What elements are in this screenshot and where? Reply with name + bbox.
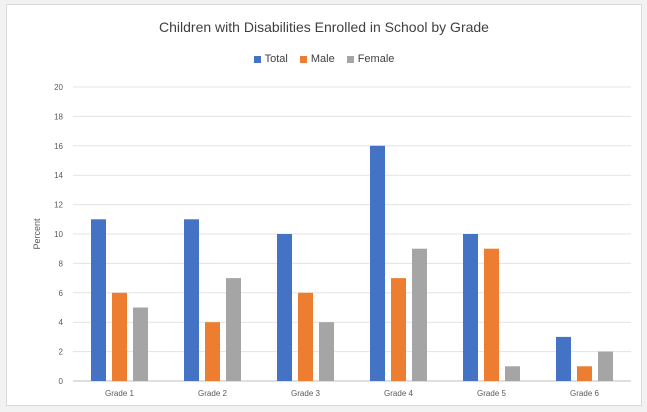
x-tick-label: Grade 5 bbox=[477, 389, 506, 398]
x-tick-label: Grade 4 bbox=[384, 389, 413, 398]
bar-female-grade-3 bbox=[319, 322, 334, 381]
y-tick-label: 12 bbox=[54, 201, 63, 210]
bar-total-grade-2 bbox=[184, 219, 199, 381]
y-tick-label: 6 bbox=[59, 289, 64, 298]
bar-female-grade-1 bbox=[133, 307, 148, 381]
y-tick-label: 4 bbox=[59, 318, 64, 327]
bar-total-grade-1 bbox=[91, 219, 106, 381]
y-tick-label: 0 bbox=[59, 377, 64, 386]
x-tick-label: Grade 3 bbox=[291, 389, 320, 398]
y-tick-label: 16 bbox=[54, 142, 63, 151]
x-tick-label: Grade 6 bbox=[570, 389, 599, 398]
legend-item-male: Male bbox=[299, 53, 335, 65]
x-tick-label: Grade 2 bbox=[198, 389, 227, 398]
y-tick-label: 14 bbox=[54, 171, 63, 180]
y-tick-label: 10 bbox=[54, 230, 63, 239]
bar-male-grade-3 bbox=[298, 292, 313, 381]
legend-item-total: Total bbox=[253, 53, 288, 65]
bar-male-grade-6 bbox=[577, 366, 592, 381]
legend-swatch-male bbox=[299, 55, 307, 63]
plot-area: 0 2 4 6 8 10 12 14 16 18 20 Percent Grade 1 Grade 2 Gr… bbox=[32, 83, 631, 398]
legend-label-female: Female bbox=[357, 53, 395, 65]
legend-swatch-female bbox=[346, 55, 354, 63]
bar-total-grade-6 bbox=[556, 336, 571, 381]
chart-title: Children with Disabilities Enrolled in S… bbox=[159, 19, 489, 35]
bar-total-grade-4 bbox=[370, 145, 385, 381]
bar-female-grade-6 bbox=[598, 351, 613, 381]
y-tick-label: 20 bbox=[54, 83, 63, 92]
bar-male-grade-2 bbox=[205, 322, 220, 381]
legend: Total Male Female bbox=[7, 53, 641, 65]
bar-male-grade-1 bbox=[112, 292, 127, 381]
bar-total-grade-3 bbox=[277, 234, 292, 381]
y-tick-label: 18 bbox=[54, 112, 63, 121]
bar-female-grade-2 bbox=[226, 278, 241, 381]
legend-label-total: Total bbox=[264, 53, 288, 65]
chart-frame: Children with Disabilities Enrolled in S… bbox=[6, 4, 642, 406]
legend-item-female: Female bbox=[346, 53, 395, 65]
bar-total-grade-5 bbox=[463, 234, 478, 381]
y-axis-title: Percent bbox=[32, 218, 42, 250]
legend-swatch-total bbox=[253, 55, 261, 63]
y-tick-label: 2 bbox=[59, 348, 64, 357]
bar-female-grade-4 bbox=[412, 248, 427, 381]
bar-male-grade-5 bbox=[484, 248, 499, 381]
legend-label-male: Male bbox=[310, 53, 335, 65]
x-tick-label: Grade 1 bbox=[105, 389, 134, 398]
y-tick-label: 8 bbox=[59, 259, 64, 268]
bar-male-grade-4 bbox=[391, 278, 406, 381]
bar-female-grade-5 bbox=[505, 366, 520, 381]
